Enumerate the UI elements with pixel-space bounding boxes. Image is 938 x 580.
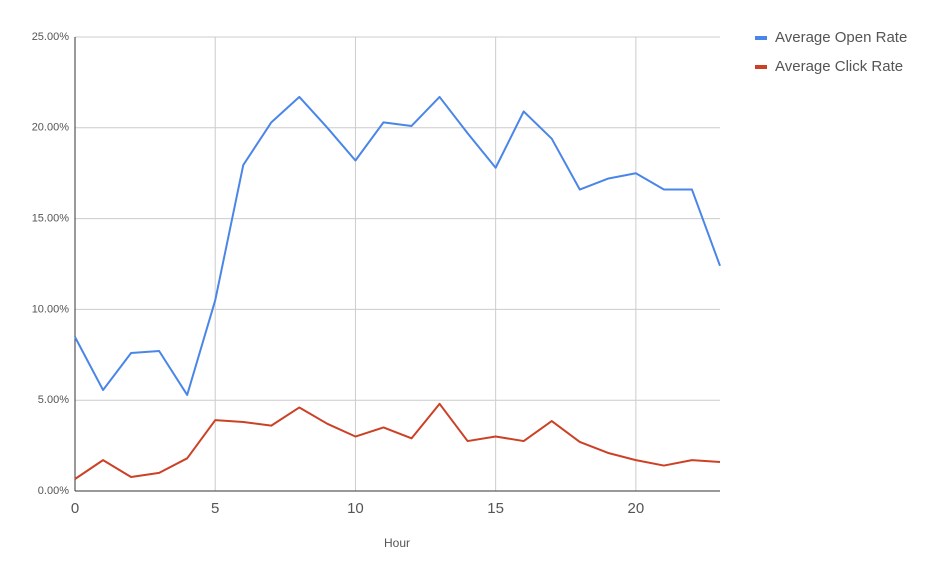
y-tick-label: 20.00%	[32, 122, 70, 134]
y-tick-label: 10.00%	[32, 303, 70, 315]
x-tick-label: 20	[628, 500, 645, 517]
x-tick-label: 10	[347, 500, 364, 517]
series-line	[74, 95, 721, 396]
legend-label: Average Open Rate	[775, 29, 907, 46]
x-tick-label: 15	[487, 500, 504, 517]
y-tick-label: 5.00%	[38, 394, 69, 406]
x-tick-label: 5	[211, 500, 219, 517]
y-tick-label: 25.00%	[32, 31, 70, 43]
y-tick-label: 15.00%	[32, 213, 70, 225]
legend-label: Average Click Rate	[775, 58, 903, 75]
series-line	[74, 402, 721, 480]
x-tick-label: 0	[71, 500, 79, 517]
x-axis-title: Hour	[384, 536, 410, 550]
y-tick-label: 0.00%	[38, 485, 69, 497]
